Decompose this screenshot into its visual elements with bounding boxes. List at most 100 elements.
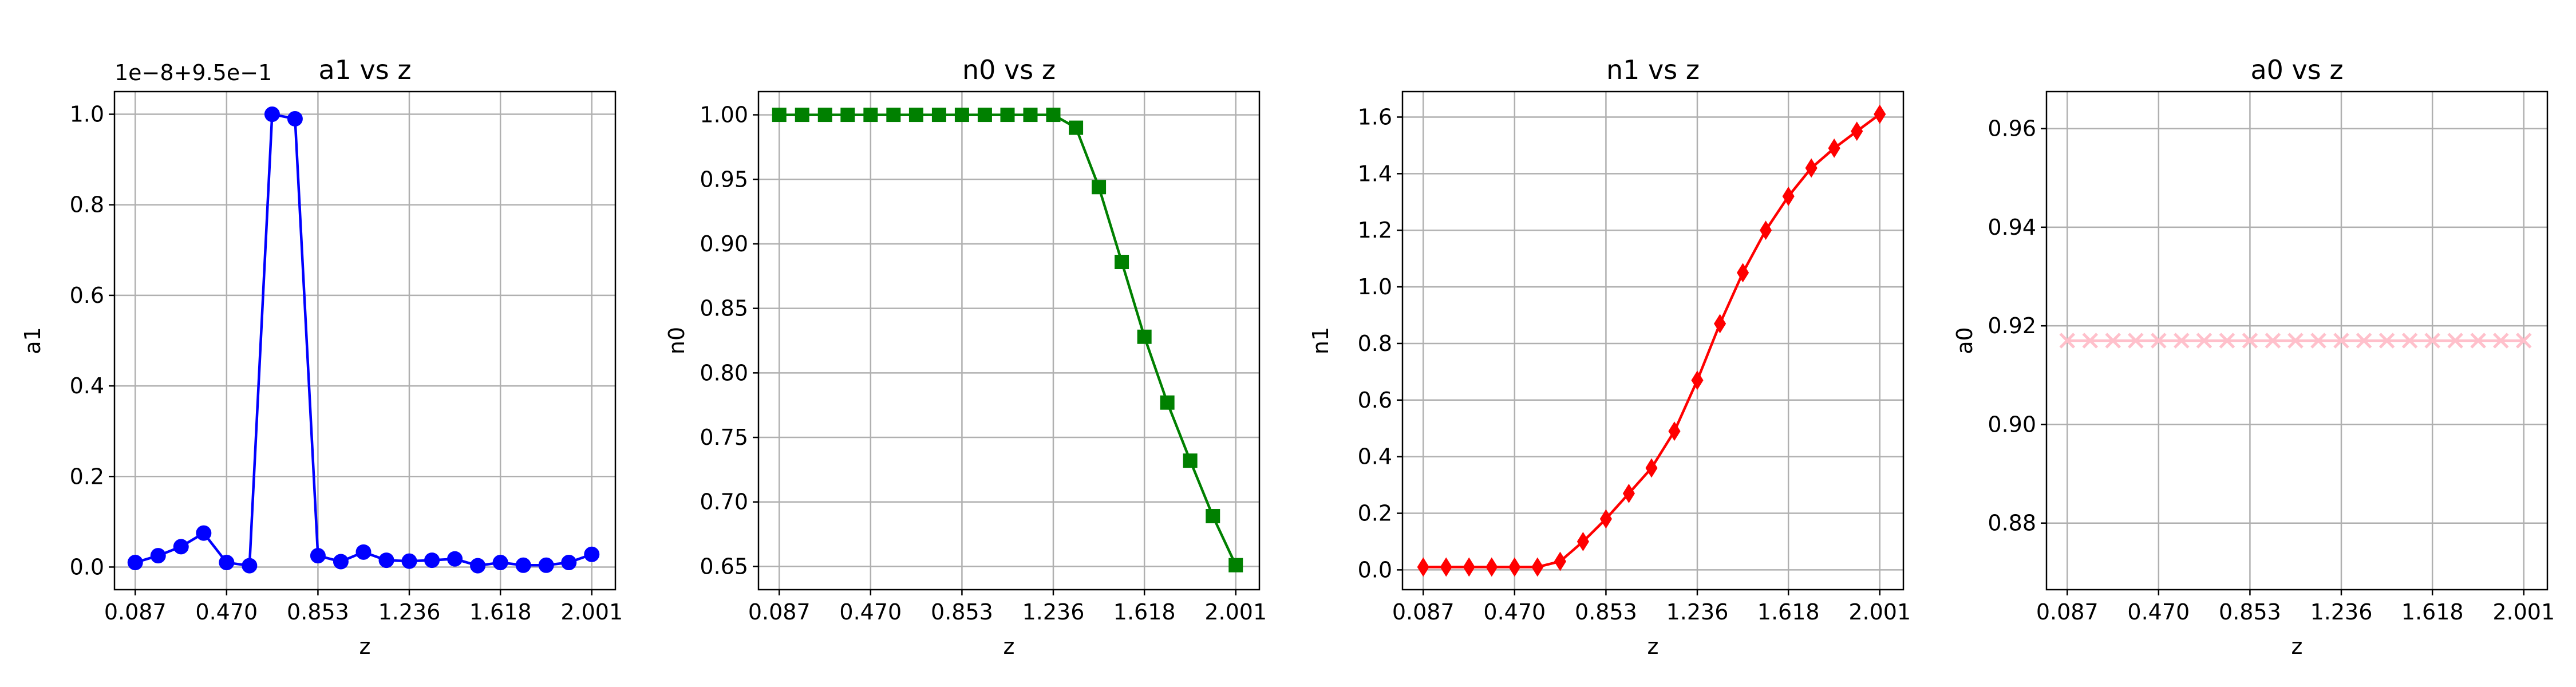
axes-frame bbox=[757, 90, 1261, 591]
y-tick-label: 1.00 bbox=[700, 102, 748, 128]
chart-panel-3: 0.087 0.470 0.853 1.236 1.618 2.001 0.0 0.2 0.4 0… bbox=[1308, 54, 1911, 659]
x-axis-label: z bbox=[359, 634, 371, 659]
data-point bbox=[424, 552, 440, 568]
x-tick-label: 2.001 bbox=[560, 599, 623, 625]
y-tick-label: 1.6 bbox=[1358, 104, 1392, 129]
y-tick-label: 0.96 bbox=[1988, 116, 2036, 141]
x-tick-label: 1.618 bbox=[469, 599, 532, 625]
data-point bbox=[1508, 557, 1521, 577]
y-tick-label: 0.70 bbox=[700, 489, 748, 515]
data-point bbox=[840, 108, 855, 123]
data-point bbox=[2401, 333, 2418, 349]
data-point bbox=[1668, 421, 1681, 441]
x-tick-label: 0.853 bbox=[931, 599, 993, 625]
data-point bbox=[954, 108, 969, 123]
y-axis-label: n0 bbox=[664, 327, 689, 354]
y-tick-label: 0.75 bbox=[700, 425, 748, 450]
data-point bbox=[447, 551, 463, 567]
axes-frame bbox=[113, 90, 617, 591]
chart-panel-4: 0.087 0.470 0.853 1.236 1.618 2.001 0.88 0.90 0.… bbox=[1952, 54, 2555, 659]
x-tick-label: 0.470 bbox=[1483, 599, 1546, 625]
y-axis-label: a0 bbox=[1952, 327, 1977, 354]
x-tick-label: 1.236 bbox=[1022, 599, 1085, 625]
data-point bbox=[2105, 333, 2121, 349]
data-point bbox=[2447, 333, 2463, 349]
x-tick-label: 1.618 bbox=[1113, 599, 1176, 625]
data-point bbox=[2424, 333, 2440, 349]
data-point bbox=[173, 539, 189, 555]
data-point bbox=[1736, 263, 1749, 283]
data-point bbox=[1463, 557, 1475, 577]
data-point bbox=[1417, 557, 1429, 577]
data-point bbox=[1531, 557, 1544, 577]
series-line bbox=[779, 113, 1237, 566]
y-tick-label: 0.85 bbox=[700, 296, 748, 321]
y-tick-label: 0.4 bbox=[1358, 444, 1392, 469]
data-point bbox=[2265, 333, 2281, 349]
data-point bbox=[2174, 333, 2190, 349]
data-point bbox=[1160, 395, 1175, 410]
y-tick-label: 0.95 bbox=[700, 167, 748, 192]
x-tick-label: 2.001 bbox=[2492, 599, 2555, 625]
data-point bbox=[2059, 333, 2076, 349]
y-tick-label: 1.0 bbox=[70, 102, 104, 127]
data-point bbox=[1691, 370, 1704, 390]
chart-title: n1 vs z bbox=[1606, 54, 1700, 85]
x-tick-label: 0.087 bbox=[1392, 599, 1455, 625]
x-axis-label: z bbox=[2291, 634, 2303, 659]
chart-title: n0 vs z bbox=[962, 54, 1056, 85]
data-point bbox=[1046, 108, 1061, 123]
x-tick-label: 2.001 bbox=[1848, 599, 1911, 625]
data-point bbox=[1069, 120, 1084, 135]
data-point bbox=[1000, 108, 1015, 123]
data-point bbox=[931, 108, 946, 123]
data-point bbox=[1137, 329, 1152, 344]
y-tick-label: 1.2 bbox=[1358, 218, 1392, 243]
x-tick-label: 0.470 bbox=[2127, 599, 2190, 625]
y-tick-label: 0.0 bbox=[1358, 557, 1392, 582]
data-point bbox=[2356, 333, 2372, 349]
y-tick-label: 0.6 bbox=[1358, 388, 1392, 413]
data-point bbox=[772, 108, 787, 123]
data-point bbox=[1782, 186, 1795, 206]
data-point bbox=[150, 548, 166, 564]
data-point bbox=[1622, 483, 1635, 503]
data-point bbox=[1828, 138, 1840, 158]
chart-title: a1 vs z bbox=[318, 54, 411, 85]
axis-offset-text: 1e−8+9.5e−1 bbox=[114, 60, 272, 85]
y-tick-label: 0.4 bbox=[70, 373, 104, 398]
data-point bbox=[1577, 532, 1590, 551]
x-tick-label: 2.001 bbox=[1204, 599, 1267, 625]
x-axis-label: z bbox=[1647, 634, 1659, 659]
data-point bbox=[1485, 557, 1498, 577]
y-tick-label: 1.0 bbox=[1358, 274, 1392, 299]
x-tick-label: 1.236 bbox=[378, 599, 441, 625]
data-point bbox=[584, 546, 600, 562]
data-point bbox=[2492, 333, 2509, 349]
data-point bbox=[863, 108, 878, 123]
data-point bbox=[2379, 333, 2395, 349]
data-point bbox=[2151, 333, 2167, 349]
data-point bbox=[2082, 333, 2099, 349]
data-point bbox=[355, 544, 372, 560]
data-point bbox=[378, 552, 394, 568]
y-axis-label: a1 bbox=[20, 327, 45, 354]
x-tick-label: 0.853 bbox=[2219, 599, 2281, 625]
axes-frame bbox=[2045, 90, 2549, 591]
y-tick-label: 0.8 bbox=[1358, 331, 1392, 356]
data-point bbox=[196, 525, 212, 541]
data-point bbox=[2515, 333, 2532, 349]
data-point bbox=[2219, 333, 2235, 349]
data-point bbox=[287, 110, 303, 127]
series-line bbox=[1423, 113, 1881, 568]
chart-title: a0 vs z bbox=[2250, 54, 2343, 85]
data-point bbox=[1023, 108, 1038, 123]
data-point bbox=[2310, 333, 2326, 349]
data-point bbox=[977, 108, 992, 123]
data-point bbox=[1874, 104, 1886, 124]
data-point bbox=[2470, 333, 2486, 349]
y-tick-label: 0.90 bbox=[700, 231, 748, 256]
data-point bbox=[886, 108, 901, 123]
data-point bbox=[515, 557, 531, 573]
data-point bbox=[401, 553, 417, 569]
